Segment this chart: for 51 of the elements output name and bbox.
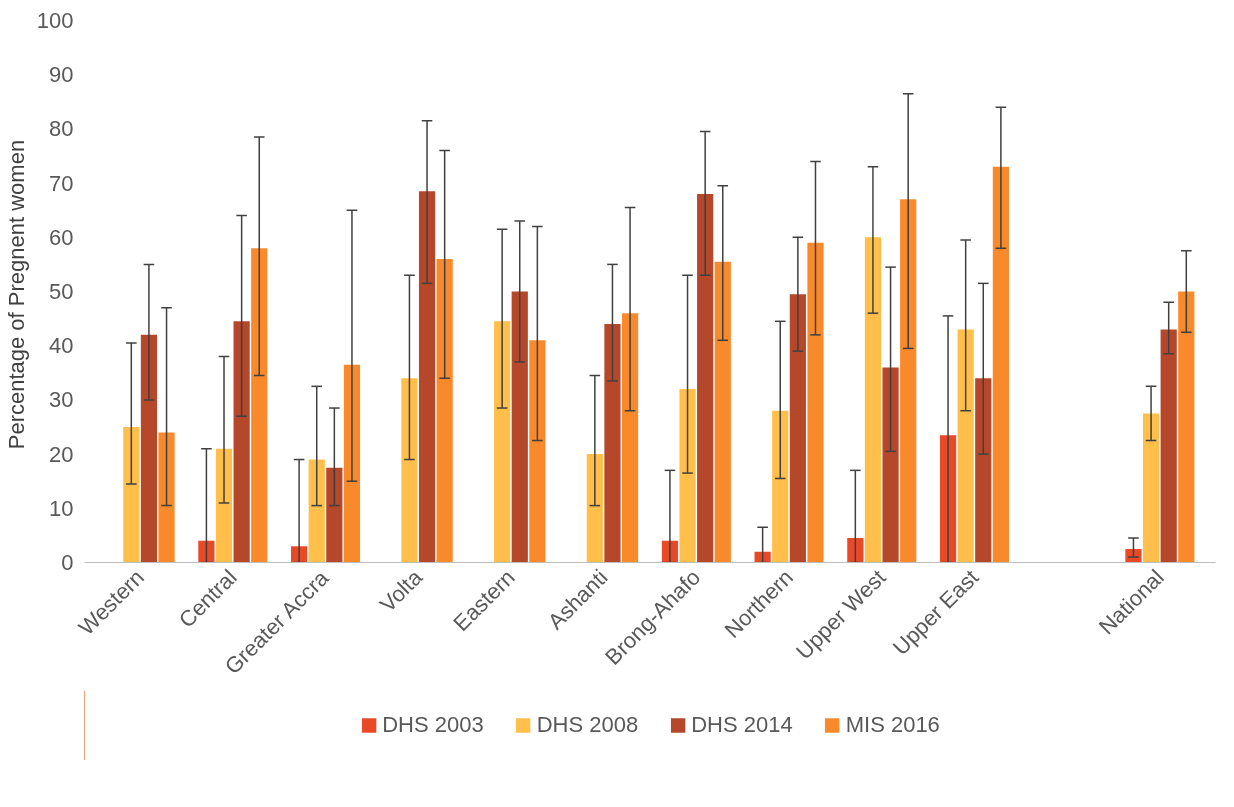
- bar: [864, 237, 882, 563]
- bar: [529, 340, 546, 563]
- bar: [511, 291, 528, 563]
- bar: [326, 467, 343, 563]
- bar: [882, 367, 899, 563]
- bar: [789, 294, 806, 563]
- y-axis-title: Percentage of Pregnent women: [3, 139, 29, 450]
- y-tick-label: 60: [49, 224, 74, 250]
- bar: [992, 166, 1009, 563]
- bar: [123, 427, 140, 563]
- legend-label: DHS 2014: [691, 712, 793, 738]
- y-tick-label: 50: [49, 279, 74, 304]
- bar: [714, 261, 731, 563]
- bar: [418, 191, 436, 563]
- bar: [586, 454, 603, 563]
- x-tick-label: Volta: [374, 564, 428, 617]
- y-tick-label: 10: [49, 495, 74, 521]
- legend-label: DHS 2003: [382, 712, 484, 738]
- y-tick-label: 20: [49, 441, 74, 467]
- bar: [140, 334, 158, 563]
- y-tick-label: 80: [49, 116, 74, 142]
- bar: [1142, 413, 1160, 563]
- bar: [807, 242, 824, 563]
- y-tick-label: 30: [49, 387, 74, 413]
- bar: [401, 378, 418, 563]
- bar: [697, 193, 714, 563]
- bar: [215, 448, 233, 563]
- bar: [198, 540, 215, 563]
- bar: [679, 389, 696, 563]
- bar: [158, 432, 175, 563]
- y-tick-label: 100: [36, 8, 74, 33]
- bar: [436, 258, 453, 563]
- bar: [1160, 329, 1177, 563]
- bar: [957, 329, 974, 563]
- bar: [308, 459, 325, 563]
- y-tick-label: 70: [49, 170, 74, 196]
- y-tick-label: 40: [49, 333, 74, 359]
- bar: [847, 538, 864, 563]
- bar: [233, 321, 250, 563]
- y-tick-label: 0: [61, 550, 74, 575]
- legend-label: MIS 2016: [845, 712, 940, 738]
- y-tick-label: 90: [49, 62, 74, 88]
- bar: [772, 410, 789, 563]
- bar: [604, 324, 621, 563]
- bar: [494, 321, 511, 563]
- bar: [251, 248, 268, 563]
- legend-label: DHS 2008: [536, 712, 639, 738]
- bar: [1178, 291, 1195, 563]
- bar: [900, 199, 917, 563]
- bar: [621, 313, 639, 563]
- bar: [975, 378, 992, 563]
